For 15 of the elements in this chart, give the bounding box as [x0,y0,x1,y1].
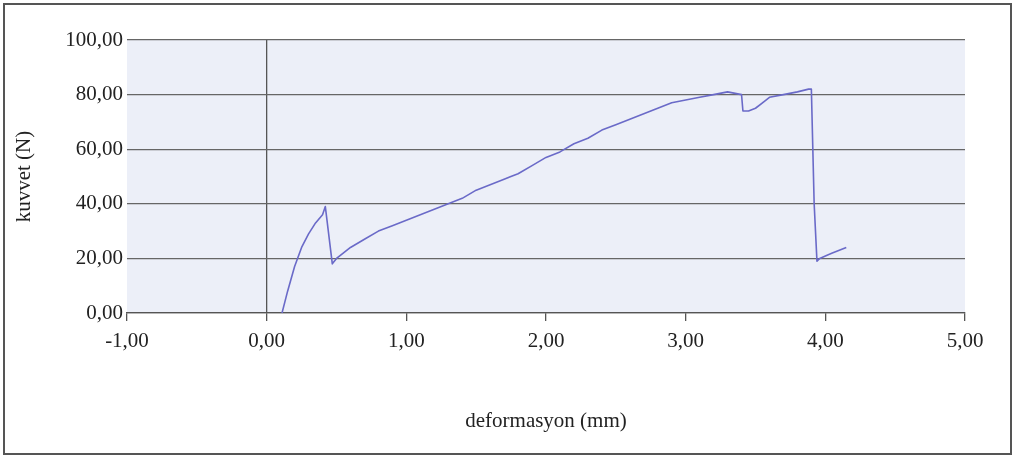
y-tick-label: 80,00 [75,81,123,106]
y-tick-label: 100,00 [65,26,123,51]
x-tick-label: 3,00 [667,328,705,353]
x-tick-label: 5,00 [946,328,984,353]
y-axis-title: kuvvet (N) [11,130,36,223]
x-tick-label: 4,00 [806,328,844,353]
x-tick-label: 1,00 [387,328,425,353]
y-tick-label: 20,00 [75,244,123,269]
x-tick-label: 0,00 [248,328,286,353]
x-tick-label: -1,00 [105,328,149,353]
y-tick-label: 40,00 [75,190,123,215]
x-axis-title: deformasyon (mm) [465,407,627,432]
x-tick-label: 2,00 [527,328,565,353]
y-tick-label: 60,00 [75,135,123,160]
y-tick-label: 0,00 [86,299,123,324]
